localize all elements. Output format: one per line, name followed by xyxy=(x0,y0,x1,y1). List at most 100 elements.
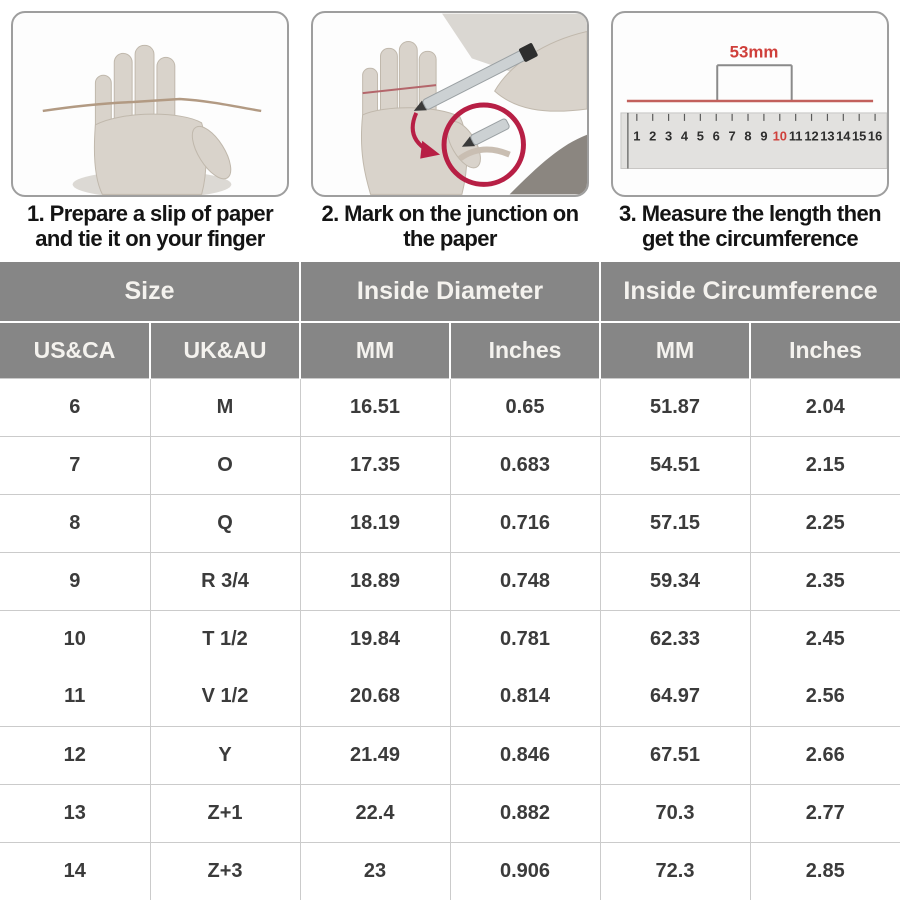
ruler-number: 3 xyxy=(665,129,672,144)
cell-us-ca: 13 xyxy=(0,783,151,843)
ruler-number: 1 xyxy=(633,129,640,144)
caption-line: and tie it on your finger xyxy=(35,226,265,252)
cell-us-ca: 11 xyxy=(0,668,151,727)
mark-junction-illustration xyxy=(360,13,587,195)
col-header-circumference-inches: Inches xyxy=(748,321,900,379)
cell-circumference-mm: 51.87 xyxy=(599,377,751,437)
ruler-number: 9 xyxy=(760,129,767,144)
cell-circumference-mm: 67.51 xyxy=(599,725,751,785)
cell-diameter-inches: 0.748 xyxy=(449,551,601,611)
table-row: 10 T 1/2 19.84 0.781 62.33 2.45 xyxy=(0,609,900,669)
group-header-inside-diameter: Inside Diameter xyxy=(299,262,601,323)
step-1-caption: 1. Prepare a slip of paper and tie it on… xyxy=(26,201,274,252)
red-string-mark xyxy=(362,84,437,95)
ruler-icon: 1 2 3 4 5 6 7 8 9 10 11 12 13 14 xyxy=(620,112,887,170)
ruler-number: 2 xyxy=(649,129,656,144)
cell-us-ca: 12 xyxy=(0,725,151,785)
col-header-circumference-mm: MM xyxy=(599,321,751,379)
string-icon xyxy=(42,97,262,113)
table-row: 7 O 17.35 0.683 54.51 2.15 xyxy=(0,435,900,495)
cell-diameter-inches: 0.716 xyxy=(449,493,601,553)
caption-line: 3. Measure the length then xyxy=(619,201,882,226)
table-row: 6 M 16.51 0.65 51.87 2.04 xyxy=(0,377,900,437)
zoomed-pen-tip-icon xyxy=(461,118,510,147)
cell-diameter-inches: 0.906 xyxy=(449,841,601,900)
cell-diameter-inches: 0.781 xyxy=(449,609,601,669)
cell-circumference-inches: 2.25 xyxy=(749,493,900,553)
cell-uk-au: Y xyxy=(149,725,301,785)
cell-uk-au: O xyxy=(149,435,301,495)
step-1: 1. Prepare a slip of paper and tie it on… xyxy=(0,0,300,262)
cell-diameter-inches: 0.65 xyxy=(449,377,601,437)
step-2-image xyxy=(311,11,589,197)
table-row: 11 V 1/2 20.68 0.814 64.97 2.56 xyxy=(0,668,900,727)
pen-icon xyxy=(413,43,538,111)
cell-uk-au: M xyxy=(149,377,301,437)
cell-diameter-mm: 16.51 xyxy=(299,377,451,437)
step-1-image xyxy=(11,11,289,197)
cell-diameter-mm: 17.35 xyxy=(299,435,451,495)
step-3: 53mm 1 2 3 4 5 6 7 8 xyxy=(600,0,900,262)
cell-diameter-mm: 23 xyxy=(299,841,451,900)
group-header-row: Size Inside Diameter Inside Circumferenc… xyxy=(0,262,900,323)
cell-diameter-inches: 0.882 xyxy=(449,783,601,843)
step-3-image: 53mm 1 2 3 4 5 6 7 8 xyxy=(611,11,889,197)
zoomed-finger-edge xyxy=(458,146,511,162)
ruler-number: 11 xyxy=(789,129,803,144)
cell-us-ca: 6 xyxy=(0,377,151,437)
col-header-us-ca: US&CA xyxy=(0,321,151,379)
right-hand-icon xyxy=(494,31,587,112)
ruler-number: 4 xyxy=(681,129,689,144)
cell-circumference-mm: 59.34 xyxy=(599,551,751,611)
cell-circumference-inches: 2.66 xyxy=(749,725,900,785)
table-body: 6 M 16.51 0.65 51.87 2.04 7 O 17.35 0.68… xyxy=(0,377,900,900)
group-header-size: Size xyxy=(0,262,301,323)
cell-circumference-inches: 2.85 xyxy=(749,841,900,900)
cell-circumference-inches: 2.77 xyxy=(749,783,900,843)
cell-diameter-inches: 0.846 xyxy=(449,725,601,785)
step-2: 2. Mark on the junction on the paper xyxy=(300,0,600,262)
table-row: 12 Y 21.49 0.846 67.51 2.66 xyxy=(0,725,900,785)
table-row: 13 Z+1 22.4 0.882 70.3 2.77 xyxy=(0,783,900,843)
cell-circumference-mm: 57.15 xyxy=(599,493,751,553)
cell-circumference-mm: 72.3 xyxy=(599,841,751,900)
cell-diameter-mm: 22.4 xyxy=(299,783,451,843)
instruction-steps: 1. Prepare a slip of paper and tie it on… xyxy=(0,0,900,262)
cell-circumference-mm: 62.33 xyxy=(599,609,751,669)
table-header: Size Inside Diameter Inside Circumferenc… xyxy=(0,262,900,379)
cell-circumference-inches: 2.15 xyxy=(749,435,900,495)
step-3-caption: 3. Measure the length then get the circu… xyxy=(619,201,882,251)
ruler-number: 6 xyxy=(713,129,720,144)
ruler-number: 15 xyxy=(852,129,866,144)
cell-uk-au: V 1/2 xyxy=(149,668,301,727)
ruler-number: 13 xyxy=(820,129,834,144)
hand-icon xyxy=(93,44,232,195)
group-header-inside-circumference: Inside Circumference xyxy=(598,262,900,323)
caption-line: the paper xyxy=(403,226,497,252)
caption-line: 1. Prepare a slip of paper xyxy=(26,201,274,226)
step-2-caption: 2. Mark on the junction on the paper xyxy=(322,201,580,252)
col-header-diameter-inches: Inches xyxy=(449,321,601,379)
cell-diameter-inches: 0.814 xyxy=(449,668,601,727)
cell-circumference-mm: 54.51 xyxy=(599,435,751,495)
cell-us-ca: 10 xyxy=(0,609,151,669)
table-row: 8 Q 18.19 0.716 57.15 2.25 xyxy=(0,493,900,553)
cell-circumference-inches: 2.45 xyxy=(749,609,900,669)
dark-shadow xyxy=(509,134,587,195)
ruler-number: 5 xyxy=(697,129,704,144)
cell-circumference-inches: 2.35 xyxy=(749,551,900,611)
cell-diameter-mm: 18.19 xyxy=(299,493,451,553)
sub-header-row: US&CA UK&AU MM Inches MM Inches xyxy=(0,321,900,379)
hand-with-string-illustration xyxy=(42,44,262,195)
ruler-measure-illustration: 53mm 1 2 3 4 5 6 7 8 xyxy=(620,42,887,170)
ring-size-table: Size Inside Diameter Inside Circumferenc… xyxy=(0,262,900,900)
table-row: 14 Z+3 23 0.906 72.3 2.85 xyxy=(0,841,900,900)
col-header-diameter-mm: MM xyxy=(299,321,451,379)
cell-diameter-mm: 19.84 xyxy=(299,609,451,669)
cell-uk-au: R 3/4 xyxy=(149,551,301,611)
ruler-number-highlighted: 10 xyxy=(773,129,787,144)
cell-us-ca: 8 xyxy=(0,493,151,553)
measurement-value-label: 53mm xyxy=(730,42,779,61)
cell-circumference-mm: 64.97 xyxy=(599,668,751,727)
